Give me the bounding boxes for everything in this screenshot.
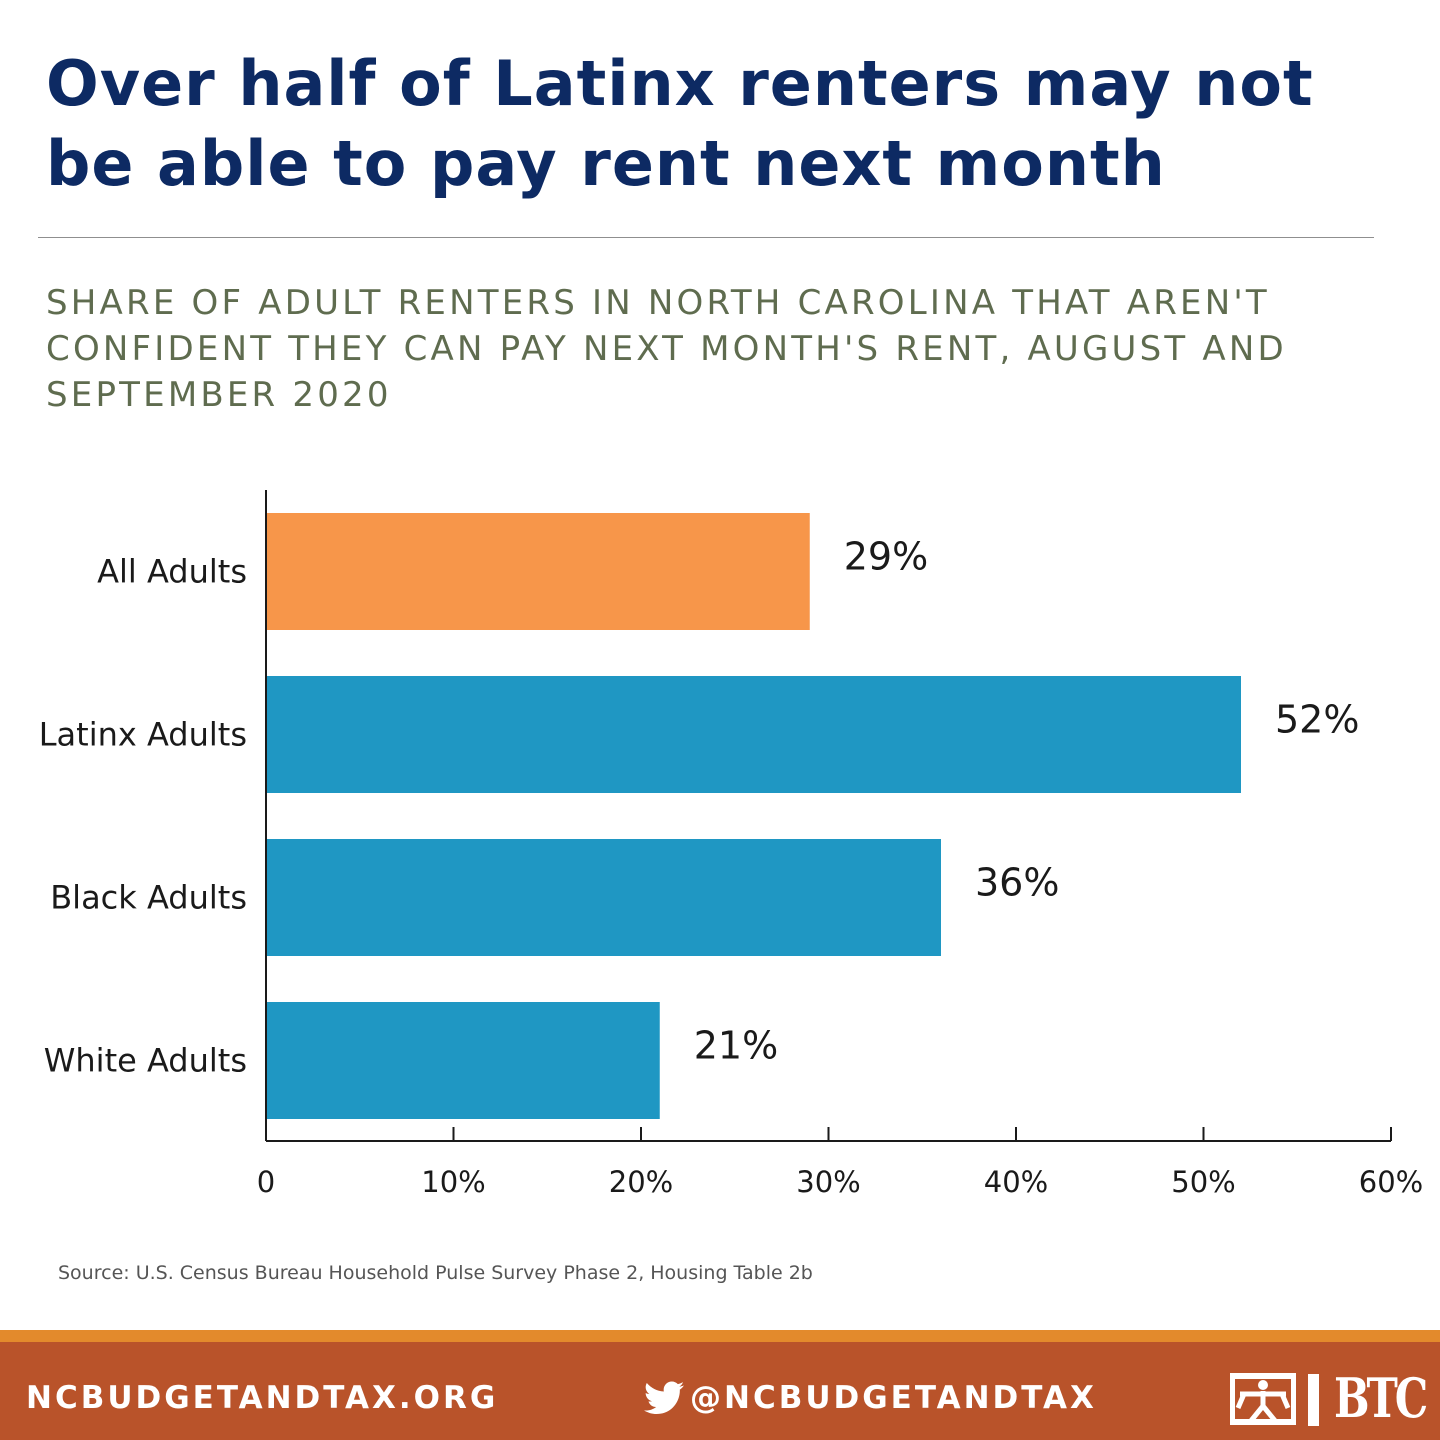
twitter-bird-icon — [644, 1381, 684, 1414]
x-tick-label: 30% — [796, 1165, 860, 1199]
title-divider — [38, 237, 1374, 238]
x-tick-label: 40% — [984, 1165, 1048, 1199]
value-label: 52% — [1275, 698, 1359, 742]
bar-chart: All Adults 29% Latinx Adults 52% Black Adult… — [39, 490, 1423, 1199]
bar — [266, 513, 810, 630]
btc-logo-text: BTC — [1334, 1366, 1428, 1430]
source-note: Source: U.S. Census Bureau Household Pul… — [58, 1262, 813, 1284]
value-label: 21% — [694, 1024, 778, 1068]
footer-bar: NCBUDGETANDTAX.ORG @NCBUDGETANDTAX BTC — [0, 1330, 1440, 1440]
headline: Over half of Latinx renters may not be a… — [46, 47, 1314, 200]
x-tick-label: 20% — [609, 1165, 673, 1199]
x-tick-label: 10% — [421, 1165, 485, 1199]
category-label: Black Adults — [50, 879, 247, 917]
chart-subtitle: SHARE OF ADULT RENTERS IN NORTH CAROLINA… — [46, 283, 1287, 415]
logo-divider — [1308, 1374, 1319, 1426]
category-label: All Adults — [97, 553, 247, 591]
btc-figure-logo-icon — [1230, 1373, 1296, 1425]
category-label: White Adults — [44, 1042, 247, 1080]
bar — [266, 839, 941, 956]
category-label: Latinx Adults — [39, 716, 247, 754]
footer-website[interactable]: NCBUDGETANDTAX.ORG — [26, 1380, 499, 1416]
bar — [266, 676, 1241, 793]
value-label: 29% — [844, 535, 928, 579]
footer-twitter-handle[interactable]: @NCBUDGETANDTAX — [690, 1380, 1097, 1416]
x-tick-label: 0 — [257, 1165, 275, 1199]
value-label: 36% — [975, 861, 1059, 905]
x-tick-label: 60% — [1359, 1165, 1423, 1199]
x-tick-label: 50% — [1171, 1165, 1235, 1199]
bar — [266, 1002, 660, 1119]
